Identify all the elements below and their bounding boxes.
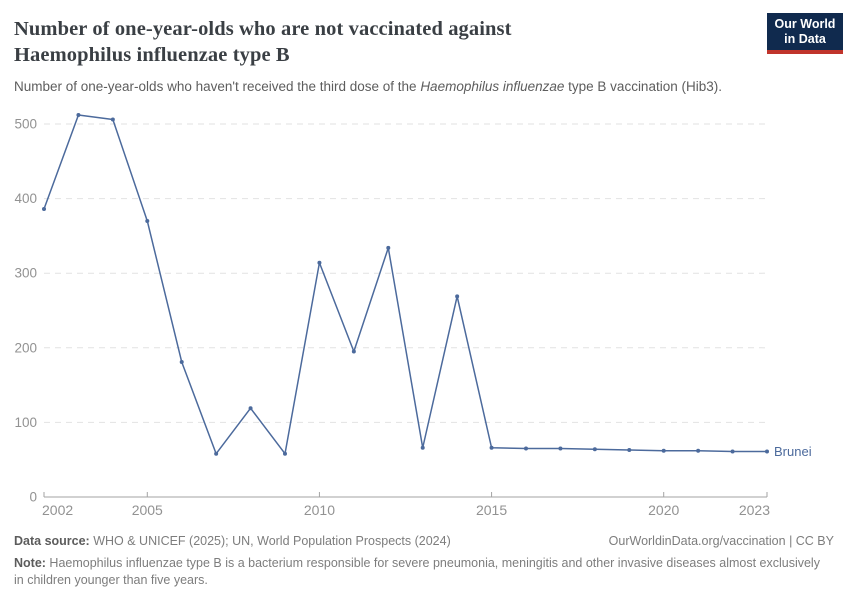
y-tick-label: 300	[14, 266, 37, 281]
data-point	[248, 406, 253, 411]
y-tick-label: 500	[14, 117, 37, 132]
footer-note: Note: Haemophilus influenzae type B is a…	[14, 555, 826, 590]
data-source: Data source: WHO & UNICEF (2025); UN, Wo…	[14, 533, 451, 551]
data-point	[386, 245, 391, 250]
data-point	[351, 349, 356, 354]
data-point	[524, 446, 528, 451]
x-tick-label: 2010	[304, 502, 335, 518]
data-point	[765, 449, 769, 454]
data-point	[214, 451, 219, 456]
data-point	[696, 448, 701, 453]
x-tick-label: 2020	[648, 502, 679, 518]
data-point	[420, 445, 425, 450]
y-tick-label: 400	[14, 191, 37, 206]
owid-logo-line1: Our World	[774, 17, 836, 31]
subtitle-text-end: type B vaccination (Hib3).	[564, 79, 722, 95]
data-point	[145, 218, 150, 223]
entity-label: Brunei	[774, 444, 812, 459]
data-point	[592, 447, 597, 452]
line-chart: 0 100 200 300 400 500 2002 2005 2010 2015 2020 2023…	[14, 113, 812, 518]
chart-title: Number of one-year-olds who are not vacc…	[14, 18, 512, 67]
chart-subtitle: Number of one-year-olds who haven't rece…	[14, 78, 774, 96]
data-point	[317, 260, 322, 265]
owid-logo: Our World in Data	[767, 13, 843, 54]
data-point	[661, 448, 666, 453]
data-point	[455, 294, 460, 299]
data-point	[179, 359, 184, 364]
data-point	[627, 448, 632, 453]
x-tick-label: 2023	[739, 502, 770, 518]
owid-logo-line2: in Data	[784, 32, 826, 46]
data-point	[283, 451, 287, 456]
data-point	[76, 113, 81, 118]
data-point	[558, 446, 563, 451]
x-tick-label: 2005	[132, 502, 163, 518]
y-tick-label: 100	[14, 415, 37, 430]
data-line	[43, 114, 767, 455]
note-text: Haemophilus influenzae type B is a bacte…	[14, 555, 820, 588]
subtitle-italic-species: Haemophilus influenzae	[420, 79, 565, 95]
data-source-text: WHO & UNICEF (2025); UN, World Populatio…	[89, 534, 451, 549]
x-tick-label: 2002	[42, 502, 73, 518]
chart-header: Our World in Data Number of one-year-old…	[0, 0, 850, 96]
subtitle-text: Number of one-year-olds who haven't rece…	[14, 79, 421, 95]
y-tick-label: 0	[29, 490, 37, 505]
footer-source-row: Data source: WHO & UNICEF (2025); UN, Wo…	[14, 533, 834, 551]
x-tick-label: 2015	[476, 502, 507, 518]
data-source-label: Data source:	[14, 534, 90, 549]
data-point	[489, 445, 494, 450]
data-point	[730, 449, 735, 454]
data-point	[110, 117, 115, 122]
owid-link-and-license: OurWorldinData.org/vaccination | CC BY	[608, 534, 834, 549]
y-tick-label: 200	[14, 340, 37, 355]
data-point	[42, 207, 46, 212]
chart-footer: Data source: WHO & UNICEF (2025); UN, Wo…	[0, 527, 850, 590]
note-label: Note:	[14, 555, 46, 570]
